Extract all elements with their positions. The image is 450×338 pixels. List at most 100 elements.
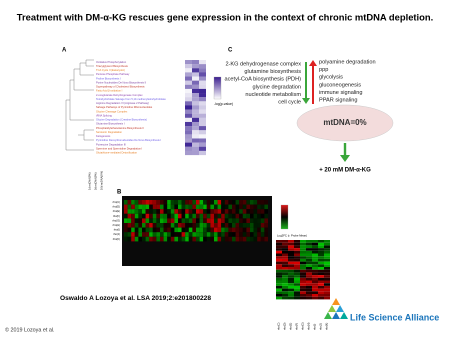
heatmap-cell [294, 291, 300, 294]
heatmap-cell [127, 232, 132, 237]
heatmap-cell [294, 272, 300, 276]
heatmap-cell [192, 130, 199, 135]
heatmap-cell [192, 93, 199, 98]
heatmap-cell [199, 134, 206, 139]
heatmap-cell [294, 275, 300, 278]
heatmap-cell [288, 240, 294, 243]
heatmap-cell [318, 261, 324, 265]
heatmap-cell [294, 285, 300, 289]
up-pathway: immune signaling [319, 90, 363, 96]
heatmap-cell [178, 200, 182, 205]
heatmap-cell [324, 240, 330, 243]
heatmap-cell [242, 227, 247, 233]
heatmap-cell [142, 218, 146, 223]
heatmap-cell [185, 236, 189, 242]
heatmap-cell [174, 218, 178, 223]
heatmap-cell [324, 294, 330, 297]
row-label: rho(F) [113, 214, 120, 218]
heatmap-cell [253, 236, 258, 242]
heatmap-cell [188, 227, 193, 233]
heatmap-cell [124, 232, 128, 237]
heatmap-cell [192, 72, 199, 77]
heatmap-cell [324, 283, 330, 286]
heatmap-cell [324, 242, 330, 246]
heatmap-cell [199, 142, 206, 147]
heatmap-cell [185, 80, 192, 85]
journal-logo [324, 298, 348, 319]
heatmap-cell [178, 236, 182, 242]
heatmap-cell [188, 200, 193, 205]
heatmap-cell [192, 97, 199, 102]
column-label: rho(J) [319, 323, 323, 330]
pathway-label: Pyrimidine Deoxyribonucleotides De Novo … [96, 138, 161, 142]
up-pathway: polyamine degradation [319, 59, 376, 65]
heatmap-cell [276, 253, 282, 257]
down-arrow-head [302, 98, 310, 104]
row-label: rho(H) [113, 223, 120, 227]
heatmap-cell [306, 296, 312, 300]
heatmap-cell [181, 223, 186, 228]
heatmap-cell [306, 267, 312, 270]
heatmap-cell [257, 213, 261, 219]
heatmap-cell [163, 218, 168, 223]
heatmap-cell [167, 236, 171, 242]
heatmap-cell [294, 288, 300, 292]
heatmap-cell [127, 236, 132, 242]
heatmap-cell [131, 227, 135, 233]
heatmap-cell [282, 283, 288, 286]
heatmap-cell [235, 218, 240, 223]
heatmap-cell [288, 253, 294, 257]
heatmap-cell [199, 84, 206, 90]
heatmap-cell [181, 232, 186, 237]
heatmap-cell [138, 227, 142, 233]
heatmap-cell [160, 204, 164, 210]
heatmap-cell [178, 204, 182, 210]
heatmap-cell [178, 218, 182, 223]
heatmap-cell [288, 248, 294, 251]
heatmap-cell [217, 223, 222, 228]
heatmap-cell [149, 232, 153, 237]
heatmap-cell [224, 232, 229, 237]
heatmap-cell [282, 272, 288, 276]
heatmap-cell [174, 236, 178, 242]
heatmap-cell [181, 204, 186, 210]
heatmap-cell [264, 236, 268, 242]
heatmap-cell [174, 209, 178, 214]
heatmap-cell [199, 227, 204, 233]
heatmap-cell [142, 204, 146, 210]
heatmap-cell [246, 213, 250, 219]
heatmap-cell [288, 267, 294, 270]
heatmap-cell [192, 138, 199, 143]
heatmap-cell [214, 204, 218, 210]
heatmap-cell [149, 200, 153, 205]
heatmap-cell [188, 236, 193, 242]
heatmap-cell [288, 256, 294, 259]
heatmap-cell [260, 227, 265, 233]
heatmap-cell [288, 275, 294, 278]
heatmap-cell [306, 248, 312, 251]
heatmap-cell [253, 209, 258, 214]
heatmap-cell [203, 200, 207, 205]
pathway-label: Glutathione-mediated Detoxification [96, 151, 138, 155]
heatmap-cell [131, 223, 135, 228]
heatmap-cell [134, 236, 139, 242]
heatmap-cell [131, 200, 135, 205]
heatmap-cell [149, 209, 153, 214]
heatmap-cell [199, 200, 204, 205]
heatmap-cell [199, 236, 204, 242]
heatmap-cell [312, 296, 318, 300]
heatmap-cell [124, 227, 128, 233]
heatmap-cell [288, 261, 294, 265]
heatmap-cell [312, 256, 318, 259]
heatmap-cell [217, 227, 222, 233]
heatmap-cell [199, 121, 206, 127]
heatmap-cell [163, 236, 168, 242]
heatmap-cell [214, 232, 218, 237]
column-label: 5d mtDNA(0%) [94, 172, 98, 190]
heatmap-cell [276, 272, 282, 276]
heatmap-cell [192, 218, 196, 223]
column-label: rho(K) [325, 323, 329, 330]
heatmap-cell [264, 213, 268, 219]
heatmap-cell [199, 80, 206, 85]
row-label: rho(K) [113, 237, 120, 241]
